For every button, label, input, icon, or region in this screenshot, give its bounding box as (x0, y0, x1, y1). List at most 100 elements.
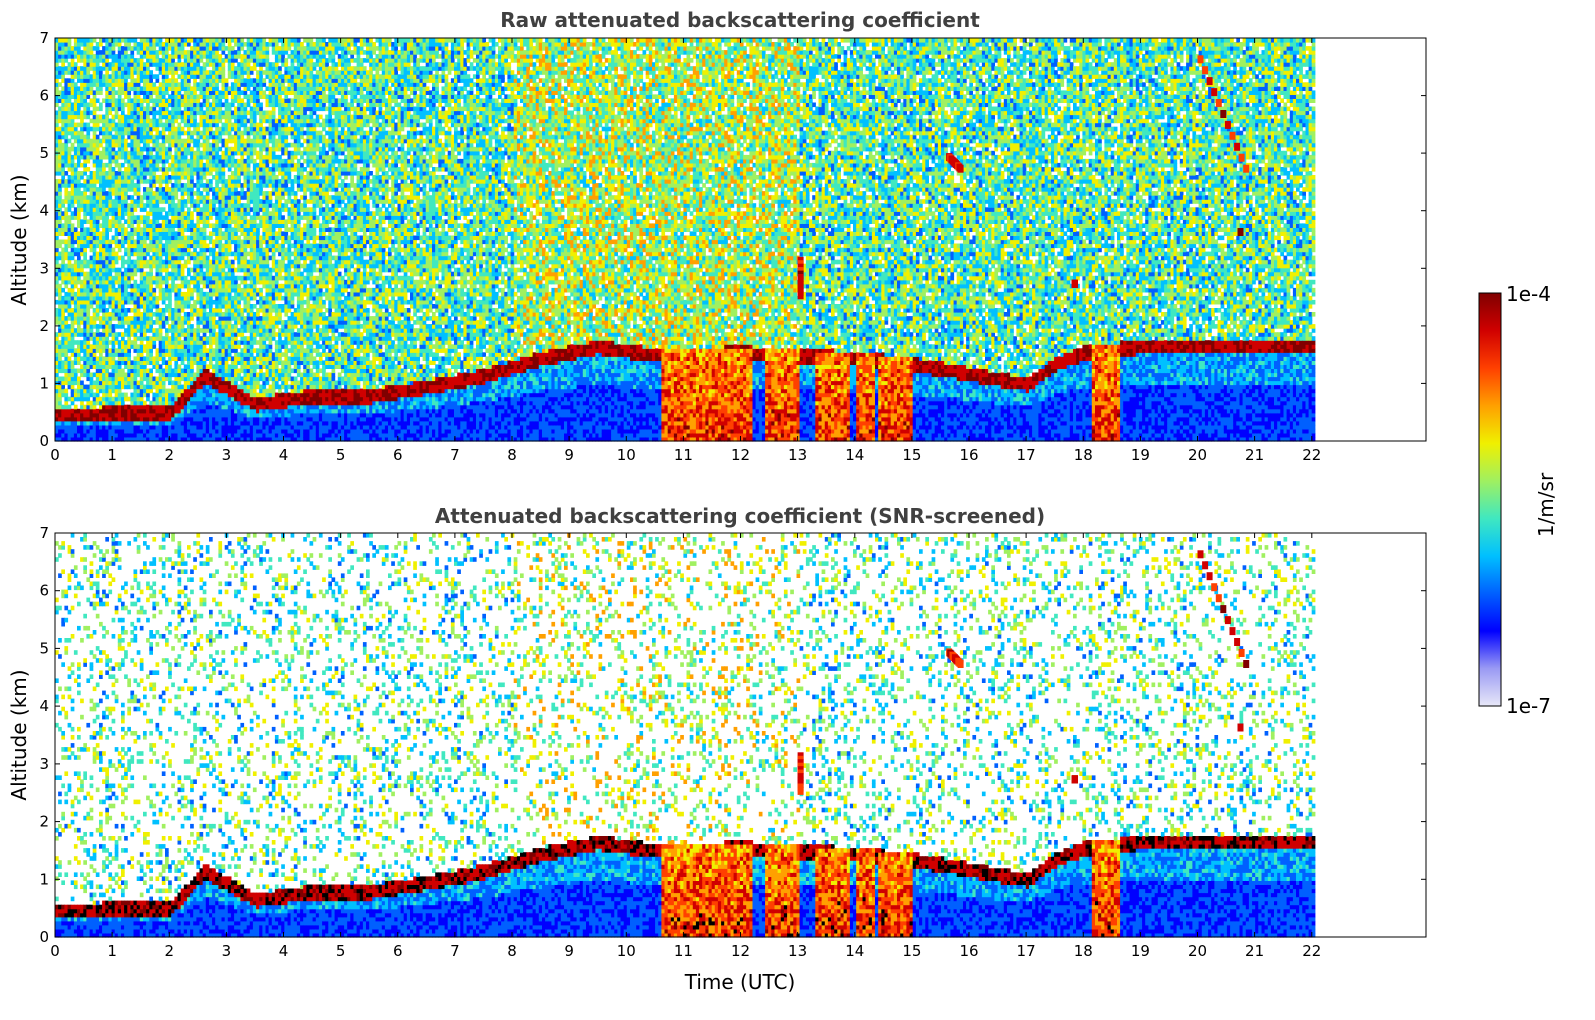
heatmap-cell (64, 187, 68, 192)
heatmap-cell (64, 405, 68, 410)
heatmap-cell (64, 364, 68, 369)
heatmap-cell (71, 264, 75, 269)
heatmap-cell (61, 288, 65, 293)
heatmap-cell (71, 352, 75, 357)
heatmap-cell (68, 139, 72, 144)
heatmap-cell (64, 373, 68, 378)
heatmap-cell (58, 348, 62, 353)
heatmap-cell (58, 231, 62, 236)
heatmap-cell (71, 191, 75, 196)
heatmap-cell (71, 119, 75, 124)
heatmap-cell (58, 344, 62, 349)
heatmap-cell (71, 296, 75, 301)
heatmap-cell (64, 344, 68, 349)
heatmap-cell (64, 417, 68, 422)
heatmap-cell (71, 409, 75, 414)
heatmap-cell (71, 369, 75, 374)
heatmap-cell (68, 38, 72, 43)
heatmap-cell (64, 98, 68, 103)
heatmap-cell (71, 272, 75, 277)
heatmap-cell (64, 223, 68, 228)
heatmap-cell (58, 324, 62, 329)
heatmap-cell (58, 203, 62, 208)
heatmap-cell (58, 191, 62, 196)
heatmap-cell (58, 119, 62, 124)
heatmap-cell (71, 421, 75, 426)
heatmap-cell (64, 381, 68, 386)
heatmap-cell (58, 381, 62, 386)
heatmap-cell (58, 316, 62, 321)
heatmap-cell (64, 389, 68, 394)
heatmap-cell (64, 320, 68, 325)
heatmap-cell (71, 429, 75, 434)
heatmap-cell (58, 397, 62, 402)
heatmap-cell (58, 155, 62, 160)
heatmap-cell (58, 223, 62, 228)
heatmap-cell (64, 115, 68, 120)
heatmap-cell (58, 385, 62, 390)
heatmap-cell (71, 268, 75, 273)
heatmap-cell (64, 46, 68, 51)
heatmap-cell (71, 62, 75, 67)
heatmap-cell (68, 356, 72, 361)
heatmap-cell (58, 264, 62, 269)
heatmap-cell (71, 127, 75, 132)
heatmap-cell (71, 276, 75, 281)
heatmap-cell (64, 94, 68, 99)
heatmap-cell (64, 215, 68, 220)
heatmap-cell (64, 304, 68, 309)
heatmap-cell (71, 135, 75, 140)
heatmap-cell (55, 248, 59, 253)
heatmap-cell (71, 94, 75, 99)
heatmap-cell (58, 187, 62, 192)
heatmap-cell (61, 260, 65, 265)
heatmap-cell (61, 203, 65, 208)
heatmap-cell (71, 288, 75, 293)
heatmap-cell (58, 240, 62, 245)
heatmap-cell (58, 139, 62, 144)
heatmap-cell (71, 336, 75, 341)
heatmap-cell (58, 171, 62, 176)
heatmap-cell (71, 58, 75, 63)
heatmap-cell (58, 433, 62, 438)
heatmap-cell (64, 240, 68, 245)
heatmap-cell (71, 364, 75, 369)
heatmap-cell (58, 111, 62, 116)
heatmap-cell (64, 393, 68, 398)
heatmap-cell (64, 401, 68, 406)
heatmap-cell (55, 336, 59, 341)
heatmap-cell (64, 421, 68, 426)
heatmap-cell (74, 127, 78, 132)
heatmap-cell (71, 248, 75, 253)
heatmap-cell (58, 219, 62, 224)
heatmap-cell (64, 111, 68, 116)
heatmap-cell (71, 401, 75, 406)
heatmap-cell (64, 163, 68, 168)
heatmap-cell (58, 227, 62, 232)
heatmap-cell (58, 364, 62, 369)
heatmap-cell (58, 292, 62, 297)
heatmap-cell (71, 183, 75, 188)
heatmap-cell (64, 300, 68, 305)
heatmap-cell (71, 131, 75, 136)
heatmap-cell (58, 296, 62, 301)
heatmap-cell (64, 191, 68, 196)
heatmap-cell (58, 284, 62, 289)
heatmap-cell (64, 409, 68, 414)
heatmap-cell (64, 425, 68, 430)
heatmap-cell (58, 54, 62, 59)
heatmap-cell (71, 284, 75, 289)
heatmap-cell (64, 413, 68, 418)
heatmap-cell (64, 103, 68, 108)
heatmap-cell (64, 155, 68, 160)
heatmap-cell (64, 308, 68, 313)
heatmap-cell (58, 127, 62, 132)
heatmap-cell (58, 58, 62, 63)
heatmap-cell (58, 304, 62, 309)
heatmap-cell (71, 244, 75, 249)
heatmap-cell (68, 405, 72, 410)
heatmap-cell (64, 54, 68, 59)
heatmap-cell (71, 360, 75, 365)
heatmap-cell (71, 385, 75, 390)
heatmap-cell (71, 211, 75, 216)
